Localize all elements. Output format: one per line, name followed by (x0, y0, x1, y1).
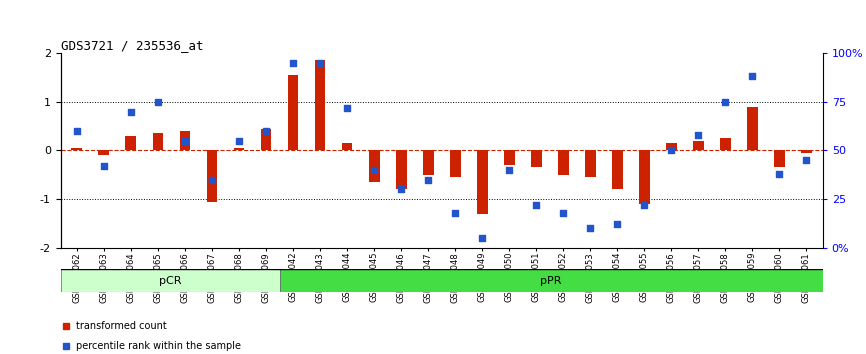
Bar (396, 150, 406, 189)
Point (746, 74, 759, 79)
Bar (639, 150, 650, 204)
Bar (99, 150, 109, 155)
Point (340, 105, 354, 110)
Bar (280, 269, 823, 292)
Point (556, 210, 570, 216)
Text: pPR: pPR (540, 275, 562, 286)
Bar (261, 129, 271, 150)
Bar (314, 61, 326, 150)
Text: pCR: pCR (158, 275, 181, 286)
Bar (558, 150, 569, 175)
Bar (423, 150, 434, 175)
Text: disease state: disease state (0, 353, 1, 354)
Point (70, 128, 84, 134)
Point (449, 210, 462, 216)
Bar (449, 150, 461, 177)
Bar (477, 150, 488, 214)
Point (151, 99, 165, 105)
Text: GDS3721 / 235536_at: GDS3721 / 235536_at (61, 39, 204, 52)
Point (664, 148, 678, 153)
Bar (747, 107, 758, 150)
Bar (61, 269, 280, 292)
Bar (666, 143, 676, 150)
Point (97, 163, 111, 169)
Point (394, 187, 408, 192)
Bar (801, 150, 812, 153)
Bar (126, 136, 136, 150)
Point (502, 167, 516, 173)
Point (178, 138, 192, 144)
Point (691, 132, 705, 138)
Point (475, 235, 489, 241)
Bar (720, 138, 731, 150)
Point (286, 60, 300, 66)
Point (799, 157, 813, 163)
Point (719, 99, 733, 105)
Bar (342, 143, 352, 150)
Point (232, 138, 246, 144)
Bar (774, 150, 785, 167)
Point (367, 167, 381, 173)
Bar (369, 150, 379, 182)
Bar (234, 148, 244, 150)
Point (205, 177, 219, 183)
Bar (504, 150, 514, 165)
Point (421, 177, 435, 183)
Bar (585, 150, 596, 177)
Text: percentile rank within the sample: percentile rank within the sample (76, 341, 242, 350)
Bar (531, 150, 541, 167)
Point (529, 202, 543, 208)
Point (584, 225, 598, 231)
Bar (288, 75, 299, 150)
Bar (152, 133, 164, 150)
Bar (71, 148, 82, 150)
Text: transformed count: transformed count (76, 321, 167, 331)
Point (259, 128, 273, 134)
Bar (693, 141, 704, 150)
Point (124, 109, 138, 114)
Bar (179, 131, 191, 150)
Bar (207, 150, 217, 201)
Point (611, 222, 624, 227)
Bar (612, 150, 623, 189)
Point (637, 202, 651, 208)
Point (313, 60, 327, 66)
Point (772, 171, 786, 177)
